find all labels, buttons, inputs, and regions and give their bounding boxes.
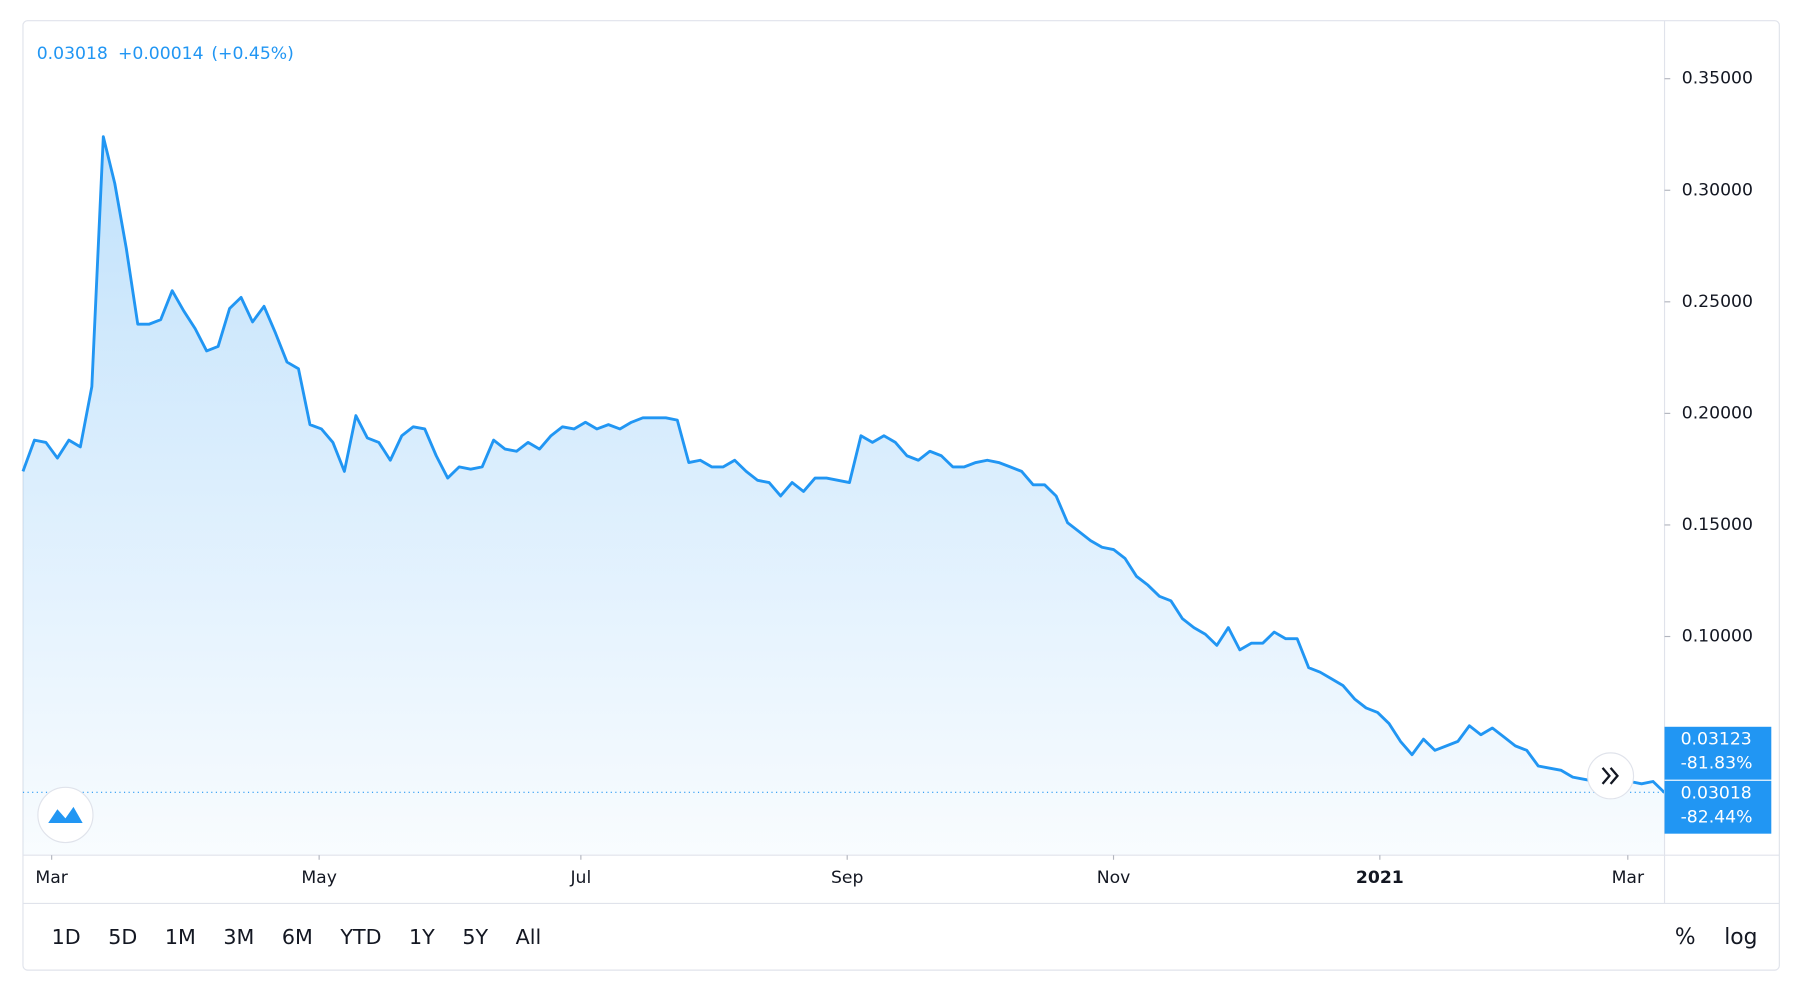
y-tick-label: 0.10000 <box>1682 627 1753 647</box>
range-button[interactable]: All <box>516 925 542 949</box>
range-button[interactable]: 6M <box>282 925 313 949</box>
logo[interactable] <box>37 786 94 844</box>
price-badge-value: 0.03018 <box>1681 783 1752 803</box>
plot-area <box>21 135 1666 856</box>
x-tick-label: Nov <box>1097 868 1131 888</box>
y-tick-label: 0.20000 <box>1682 403 1753 423</box>
range-button[interactable]: 1D <box>52 925 81 949</box>
logo-circle[interactable] <box>37 786 94 844</box>
x-tick-label: Mar <box>35 868 68 888</box>
header: 0.03018 +0.00014 (+0.45%) <box>37 44 294 64</box>
price-badge-change: -82.44% <box>1681 808 1753 828</box>
x-tick-label: 2021 <box>1356 868 1404 888</box>
range-button[interactable]: 3M <box>223 925 254 949</box>
x-tick-label: May <box>301 868 337 888</box>
price-change: +0.00014 <box>118 44 204 64</box>
scale-toggle[interactable]: log <box>1724 925 1757 950</box>
range-button[interactable]: 5D <box>108 925 137 949</box>
y-tick-label: 0.25000 <box>1682 292 1753 312</box>
price-badge-change: -81.83% <box>1681 754 1753 774</box>
area-fill <box>22 136 1665 856</box>
scroll-icon[interactable] <box>1601 767 1619 785</box>
x-tick-label: Jul <box>569 868 591 888</box>
scale-toggle[interactable]: % <box>1675 925 1696 950</box>
logo-icon[interactable] <box>48 806 83 823</box>
range-button[interactable]: 1Y <box>409 925 435 949</box>
last-price: 0.03018 <box>37 44 108 64</box>
range-button[interactable]: YTD <box>339 925 381 949</box>
y-tick-label: 0.30000 <box>1682 180 1753 200</box>
y-tick-label: 0.35000 <box>1682 69 1753 89</box>
price-change-pct: (+0.45%) <box>211 44 294 64</box>
price-badge <box>1664 780 1772 834</box>
x-tick-label: Mar <box>1612 868 1645 888</box>
y-tick-label: 0.15000 <box>1682 515 1753 535</box>
price-line <box>21 135 1666 794</box>
x-tick-label: Sep <box>831 868 863 888</box>
price-badge <box>1664 726 1772 780</box>
range-button[interactable]: 5Y <box>462 925 488 949</box>
range-button[interactable]: 1M <box>165 925 196 949</box>
price-badge-value: 0.03123 <box>1681 729 1752 749</box>
scroll-button[interactable] <box>1587 752 1635 800</box>
